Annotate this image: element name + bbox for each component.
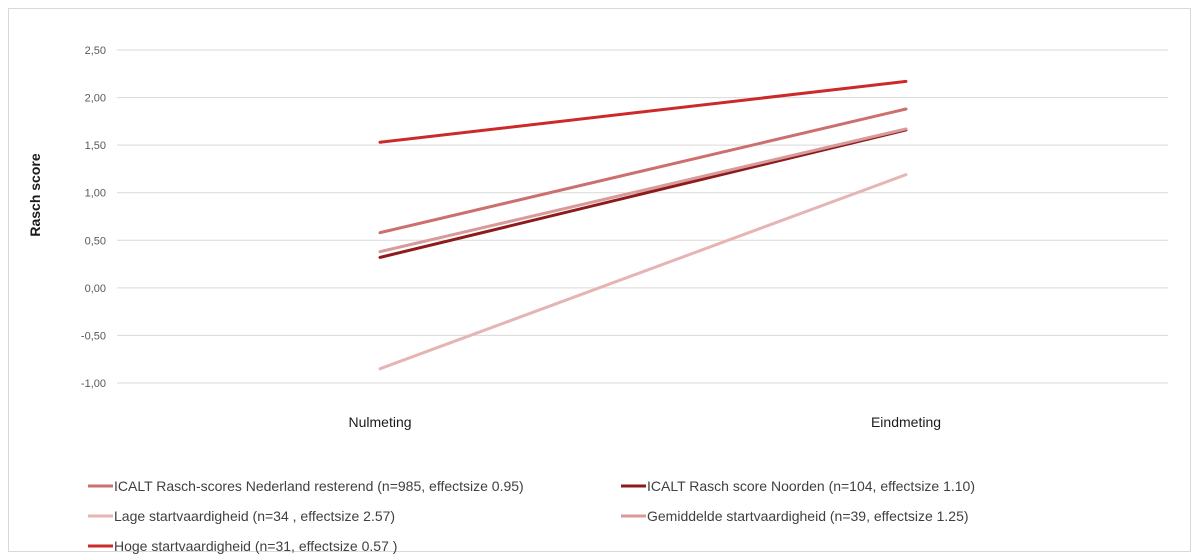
series-lines — [378, 79, 908, 371]
series-line-1 — [378, 107, 908, 235]
legend-entry-label: Gemiddelde startvaardigheid (n=39, effec… — [647, 508, 969, 524]
series-line-2 — [378, 128, 908, 259]
y-tick-label: 0,50 — [85, 235, 106, 247]
legend-entry-label: ICALT Rasch-scores Nederland resterend (… — [114, 478, 524, 494]
y-axis-label: Rasch score — [27, 153, 43, 236]
legend-entry-label: Lage startvaardigheid (n=34 , effectsize… — [114, 508, 395, 524]
y-tick-label: 1,50 — [85, 140, 106, 152]
y-tick-label: -1,00 — [81, 378, 106, 390]
chart-frame — [8, 8, 1191, 552]
x-category-label: Eindmeting — [871, 414, 941, 430]
x-axis-category-labels: Nulmeting Eindmeting — [348, 414, 941, 430]
y-tick-label: 2,50 — [85, 45, 106, 57]
y-tick-label: 0,00 — [85, 283, 106, 295]
series-line-3 — [378, 173, 908, 371]
y-tick-label: 2,00 — [85, 93, 106, 105]
y-axis-tick-labels: 2,50 2,00 1,50 1,00 0,50 0,00 -0,50 -1,00 — [81, 45, 106, 390]
series-line-5 — [378, 79, 908, 144]
y-tick-label: 1,00 — [85, 188, 106, 200]
series-line-4 — [378, 127, 908, 254]
y-tick-label: -0,50 — [81, 330, 106, 342]
x-category-label: Nulmeting — [348, 414, 411, 430]
legend: ICALT Rasch-scores Nederland resterend (… — [88, 478, 975, 554]
legend-entry-label: Hoge startvaardigheid (n=31, effectsize … — [114, 538, 397, 554]
legend-entry-label: ICALT Rasch score Noorden (n=104, effect… — [647, 478, 975, 494]
grid-lines — [117, 49, 1168, 384]
